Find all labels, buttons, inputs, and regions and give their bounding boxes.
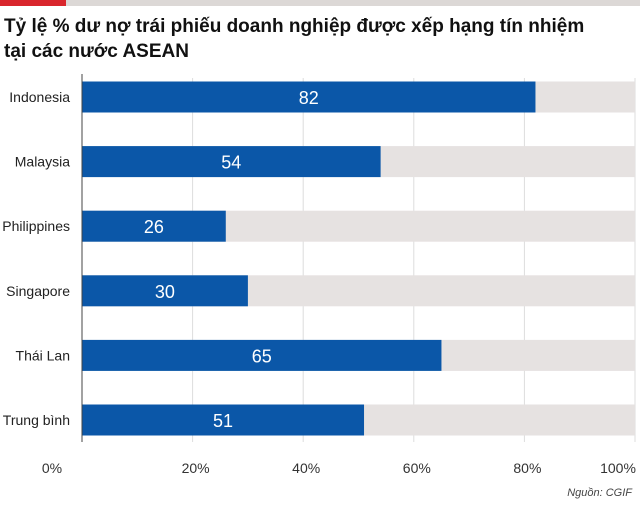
bar-chart: 82 Indonesia 54 Malaysia 26 Philippines 30 Sing…	[2, 74, 636, 476]
data-label: 51	[213, 411, 233, 431]
top-rule	[0, 0, 640, 6]
bar	[82, 81, 536, 113]
bar	[82, 146, 381, 178]
category-label: Indonesia	[9, 89, 70, 105]
chart-title: Tỷ lệ % dư nợ trái phiếu doanh nghiệp đư…	[4, 14, 634, 64]
bar	[82, 339, 442, 371]
data-label: 26	[144, 217, 164, 237]
data-label: 54	[221, 153, 241, 173]
data-label: 65	[252, 346, 272, 366]
bar	[82, 275, 248, 307]
chart-area: 82 Indonesia 54 Malaysia 26 Philippines 30 Sing…	[0, 68, 640, 508]
x-tick-label: 100%	[600, 460, 636, 476]
chart-title-line-2: tại các nước ASEAN	[4, 41, 189, 62]
bar	[82, 404, 365, 436]
bar	[82, 210, 226, 242]
category-label: Trung bình	[3, 412, 70, 428]
category-label: Malaysia	[15, 154, 70, 170]
data-label: 30	[155, 282, 175, 302]
category-label: Thái Lan	[16, 347, 70, 363]
x-tick-label: 80%	[513, 460, 541, 476]
data-label: 82	[299, 88, 319, 108]
category-label: Singapore	[6, 283, 70, 299]
chart-title-line-1: Tỷ lệ % dư nợ trái phiếu doanh nghiệp đư…	[4, 16, 585, 37]
x-tick-label: 40%	[292, 460, 320, 476]
x-tick-label: 60%	[403, 460, 431, 476]
x-tick-label: 20%	[182, 460, 210, 476]
category-label: Philippines	[2, 218, 70, 234]
source-note: Nguồn: CGIF	[567, 487, 632, 499]
top-accent-bar	[0, 0, 66, 6]
x-tick-label: 0%	[42, 460, 62, 476]
